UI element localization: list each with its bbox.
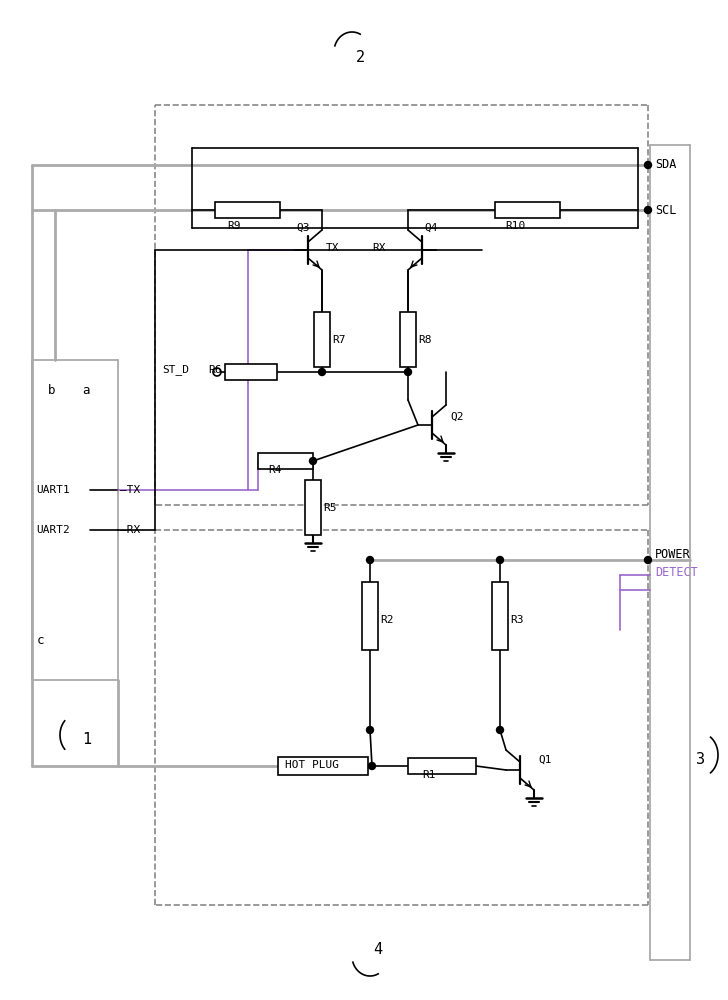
Text: UART2: UART2: [36, 525, 70, 535]
Text: 3: 3: [696, 752, 705, 768]
Bar: [278, 757, 368, 775]
Text: RX: RX: [373, 243, 386, 253]
Circle shape: [644, 161, 652, 168]
Text: DETECT: DETECT: [655, 566, 697, 580]
Text: Q1: Q1: [538, 755, 552, 765]
Text: 4: 4: [373, 942, 382, 958]
Text: SDA: SDA: [655, 158, 676, 172]
Text: R8: R8: [418, 335, 432, 345]
Text: R9: R9: [227, 221, 240, 231]
Bar: [492, 582, 508, 650]
Text: HOT PLUG: HOT PLUG: [285, 760, 339, 770]
Text: R4: R4: [268, 465, 282, 475]
Text: b: b: [48, 383, 55, 396]
Text: Q4: Q4: [424, 223, 438, 233]
Text: R7: R7: [332, 335, 346, 345]
Text: 2: 2: [355, 50, 365, 66]
Text: ST_D: ST_D: [162, 365, 189, 375]
Text: R6: R6: [208, 365, 221, 375]
Circle shape: [496, 726, 504, 734]
Text: R3: R3: [510, 615, 523, 625]
Text: c: c: [37, 634, 44, 647]
Text: POWER: POWER: [655, 548, 691, 562]
Text: R1: R1: [422, 770, 435, 780]
Text: a: a: [82, 383, 90, 396]
Text: Q2: Q2: [450, 412, 464, 422]
Bar: [495, 202, 560, 218]
Bar: [408, 758, 476, 774]
Circle shape: [319, 368, 325, 375]
Circle shape: [496, 556, 504, 564]
Circle shape: [644, 207, 652, 214]
Bar: [225, 364, 277, 380]
Bar: [258, 453, 313, 469]
Circle shape: [366, 556, 373, 564]
Circle shape: [366, 726, 373, 734]
Circle shape: [309, 458, 317, 464]
Text: SCL: SCL: [655, 204, 676, 217]
Bar: [314, 312, 330, 367]
Bar: [400, 312, 416, 367]
Bar: [362, 582, 378, 650]
Circle shape: [368, 762, 376, 770]
Circle shape: [405, 368, 411, 375]
Text: R5: R5: [323, 503, 336, 513]
Text: —RX: —RX: [120, 525, 141, 535]
Text: UART1: UART1: [36, 485, 70, 495]
Text: TX: TX: [326, 243, 339, 253]
Circle shape: [644, 556, 652, 564]
Text: 1: 1: [82, 732, 91, 748]
Text: —TX: —TX: [120, 485, 141, 495]
Bar: [305, 480, 321, 535]
Text: Q3: Q3: [296, 223, 309, 233]
Text: R2: R2: [380, 615, 394, 625]
Circle shape: [213, 368, 221, 376]
Text: R10: R10: [505, 221, 525, 231]
Bar: [215, 202, 280, 218]
